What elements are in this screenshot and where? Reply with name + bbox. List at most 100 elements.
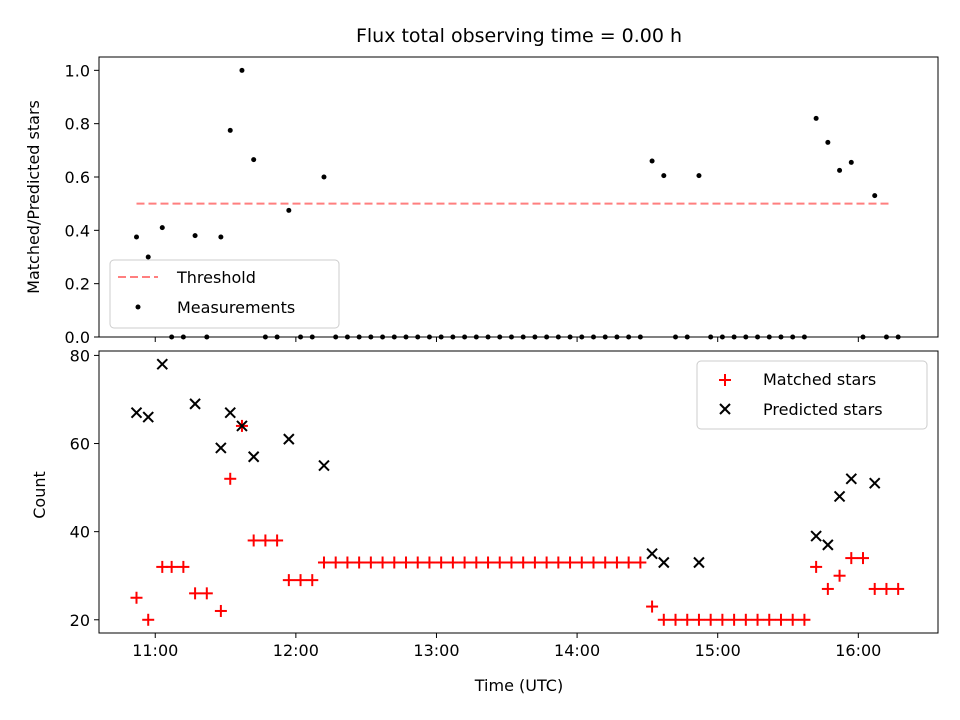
measurement-point <box>251 157 257 163</box>
matched-star-point <box>728 613 741 626</box>
top-chart-title: Flux total observing time = 0.00 h <box>356 25 682 47</box>
matched-star-point <box>610 556 623 569</box>
predicted-star-point <box>236 420 248 432</box>
matched-star-point <box>435 556 448 569</box>
bottom-x-tick-label: 11:00 <box>132 641 178 660</box>
matched-star-point <box>130 591 143 604</box>
matched-star-point <box>388 556 401 569</box>
predicted-star-point <box>810 530 822 542</box>
matched-star-point <box>751 613 764 626</box>
bottom-y-axis-label: Count <box>30 471 49 519</box>
matched-star-point <box>259 534 272 547</box>
predicted-star-point <box>646 547 658 560</box>
matched-star-point <box>528 556 541 569</box>
matched-star-point <box>247 534 260 547</box>
bottom-panel: Count Time (UTC) 20 40 60 80 11:00 12:00 13:0… <box>30 346 939 695</box>
matched-star-point <box>786 613 799 626</box>
top-y-tick-label: 0.0 <box>65 328 90 347</box>
matched-star-point <box>845 552 858 565</box>
matched-star-point <box>282 574 295 587</box>
top-y-tick-label: 0.8 <box>65 115 90 134</box>
bottom-x-tick-label: 12:00 <box>273 641 319 660</box>
predicted-star-point <box>318 459 330 472</box>
matched-star-point <box>423 556 436 569</box>
matched-star-point <box>376 556 389 569</box>
matched-star-point <box>634 556 647 569</box>
top-panel: Flux total observing time = 0.00 h Match… <box>24 25 939 347</box>
measurement-point <box>145 254 151 260</box>
matched-star-point <box>364 556 377 569</box>
top-legend: Threshold Measurements <box>109 259 340 329</box>
matched-star-point <box>482 556 495 569</box>
bottom-x-axis-label: Time (UTC) <box>474 676 563 695</box>
top-y-ticks: 0.0 0.2 0.4 0.6 0.8 1.0 <box>65 61 99 347</box>
matched-star-point <box>622 556 635 569</box>
matched-star-point <box>892 582 905 595</box>
measurement-point <box>286 207 292 213</box>
bottom-y-ticks: 20 40 60 80 <box>70 346 99 630</box>
top-legend-box <box>109 259 340 329</box>
matched-star-point <box>493 556 506 569</box>
measurement-point <box>133 234 139 240</box>
matched-star-point <box>669 613 682 626</box>
matched-star-point <box>505 556 518 569</box>
predicted-star-point <box>224 406 236 419</box>
top-x-ticks <box>154 337 859 342</box>
legend-predicted-swatch <box>719 403 731 415</box>
legend-measurements-label: Measurements <box>177 298 295 317</box>
measurement-point <box>837 167 843 173</box>
bottom-legend: Matched stars Predicted stars <box>696 360 928 430</box>
matched-star-point <box>165 560 178 573</box>
matched-star-point <box>716 613 729 626</box>
measurement-point <box>661 173 667 179</box>
top-y-tick-label: 0.2 <box>65 275 90 294</box>
predicted-star-point <box>130 406 143 419</box>
predicted-star-point <box>283 433 295 445</box>
matched-star-point <box>868 582 881 595</box>
matched-star-point <box>341 556 354 569</box>
matched-star-point <box>271 534 284 547</box>
matched-star-point <box>821 582 834 595</box>
legend-threshold-label: Threshold <box>176 268 256 287</box>
matched-star-point <box>833 569 846 582</box>
matched-star-point <box>517 556 530 569</box>
matched-star-point <box>646 600 659 613</box>
measurement-point <box>227 127 233 133</box>
predicted-star-point <box>189 398 201 410</box>
predicted-star-point <box>833 490 846 503</box>
top-y-axis-label: Matched/Predicted stars <box>24 100 43 294</box>
legend-matched-swatch <box>719 374 731 386</box>
predicted-star-point <box>822 539 834 551</box>
matched-star-point <box>810 560 823 573</box>
matched-star-point <box>857 552 870 565</box>
predicted-stars-series <box>130 358 881 569</box>
matched-star-point <box>189 587 202 600</box>
matched-star-point <box>564 556 577 569</box>
matched-star-point <box>177 560 190 573</box>
matched-star-point <box>214 604 227 617</box>
matched-star-point <box>353 556 366 569</box>
predicted-star-point <box>658 556 670 569</box>
predicted-star-point <box>845 473 857 485</box>
matched-star-point <box>400 556 413 569</box>
measurement-point <box>813 115 819 121</box>
measurement-point <box>696 173 702 179</box>
matched-stars-series <box>130 419 905 626</box>
predicted-star-point <box>693 556 705 569</box>
matched-star-point <box>411 556 424 569</box>
measurement-point <box>872 193 878 199</box>
legend-matched-label: Matched stars <box>763 370 876 389</box>
predicted-star-point <box>156 358 168 370</box>
predicted-star-point <box>247 451 260 463</box>
matched-star-point <box>329 556 342 569</box>
measurement-point <box>825 139 831 145</box>
measurement-point <box>218 234 224 240</box>
measurement-point <box>848 159 854 165</box>
measurement-point <box>321 174 327 180</box>
legend-measurements-swatch <box>135 304 141 310</box>
matched-star-point <box>306 574 319 587</box>
matched-star-point <box>599 556 612 569</box>
bottom-x-tick-label: 16:00 <box>835 641 881 660</box>
